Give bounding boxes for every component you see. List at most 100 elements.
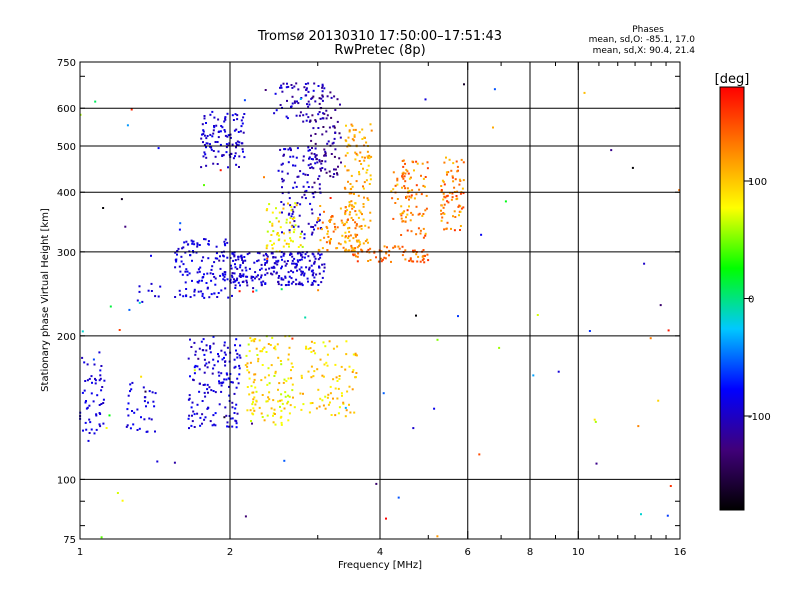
- data-point: [223, 120, 226, 123]
- data-point: [316, 221, 318, 224]
- data-point: [250, 275, 253, 278]
- data-point: [314, 280, 317, 283]
- data-point: [243, 256, 246, 258]
- data-point: [306, 277, 309, 280]
- data-point: [217, 371, 220, 374]
- data-point: [388, 254, 390, 257]
- data-point: [203, 238, 205, 241]
- data-point: [367, 241, 369, 244]
- data-point: [197, 290, 200, 293]
- data-point: [299, 170, 302, 173]
- data-point: [321, 160, 324, 162]
- data-point: [405, 216, 407, 219]
- data-point: [326, 396, 329, 399]
- data-point: [367, 156, 370, 159]
- data-point: [308, 149, 311, 151]
- data-point: [220, 349, 223, 352]
- data-point: [190, 406, 193, 409]
- data-point: [90, 392, 93, 395]
- data-point: [459, 225, 462, 227]
- data-point: [271, 244, 274, 246]
- data-point: [201, 133, 203, 136]
- data-point: [281, 192, 284, 195]
- data-point: [250, 277, 253, 280]
- data-point: [234, 259, 237, 262]
- data-point: [408, 195, 411, 198]
- data-point: [270, 252, 273, 255]
- data-point: [232, 157, 235, 160]
- data-point: [458, 183, 461, 186]
- data-point: [317, 227, 320, 230]
- data-point: [176, 253, 178, 256]
- data-point: [288, 346, 291, 349]
- data-point: [320, 169, 322, 172]
- data-point: [297, 251, 300, 254]
- data-point: [292, 396, 294, 399]
- data-point: [322, 341, 325, 344]
- data-point: [341, 221, 344, 224]
- data-point: [98, 379, 101, 382]
- data-point: [323, 266, 326, 269]
- data-point: [307, 255, 310, 258]
- data-point: [206, 407, 209, 410]
- data-point: [224, 244, 227, 247]
- x-axis-label: Frequency [MHz]: [338, 560, 422, 571]
- data-point: [256, 251, 259, 254]
- data-point: [281, 162, 284, 165]
- data-point: [299, 252, 302, 255]
- data-point: [214, 141, 217, 143]
- data-point: [224, 360, 227, 363]
- data-point: [224, 117, 227, 120]
- data-point: [224, 353, 227, 356]
- data-point: [324, 160, 327, 163]
- data-point: [239, 356, 242, 359]
- data-point: [217, 360, 219, 363]
- data-point: [251, 422, 253, 425]
- data-point: [303, 86, 306, 89]
- data-point: [215, 124, 218, 127]
- data-point: [252, 391, 255, 394]
- data-point: [181, 247, 184, 250]
- data-point: [404, 249, 407, 252]
- data-point: [369, 211, 372, 214]
- data-point: [355, 223, 358, 226]
- data-point: [98, 423, 101, 426]
- data-point: [236, 352, 239, 355]
- data-point: [458, 178, 461, 181]
- data-point: [271, 224, 274, 227]
- data-point: [362, 167, 364, 170]
- data-point: [327, 140, 330, 143]
- data-point: [196, 243, 199, 246]
- data-point: [253, 409, 256, 412]
- data-point: [116, 492, 119, 494]
- data-point: [406, 187, 409, 190]
- data-point: [459, 210, 462, 213]
- data-point: [202, 155, 205, 158]
- data-point: [406, 229, 409, 232]
- data-point: [325, 241, 328, 244]
- data-point: [291, 86, 294, 89]
- data-point: [283, 459, 286, 462]
- data-point: [88, 418, 91, 421]
- data-point: [252, 398, 255, 401]
- data-point: [410, 260, 413, 263]
- data-point: [293, 220, 296, 223]
- data-point: [250, 420, 252, 422]
- data-point: [290, 377, 293, 380]
- data-point: [307, 164, 310, 167]
- data-point: [407, 190, 410, 193]
- data-point: [324, 407, 327, 410]
- data-point: [213, 126, 216, 129]
- data-point: [82, 429, 84, 432]
- data-point: [313, 262, 316, 265]
- data-point: [266, 400, 269, 403]
- data-point: [305, 87, 308, 90]
- data-point: [282, 207, 285, 210]
- data-point: [321, 167, 324, 169]
- data-point: [267, 396, 270, 399]
- data-point: [363, 196, 365, 199]
- data-point: [231, 276, 234, 279]
- data-point: [423, 185, 426, 188]
- data-point: [383, 245, 386, 248]
- data-point: [328, 126, 331, 129]
